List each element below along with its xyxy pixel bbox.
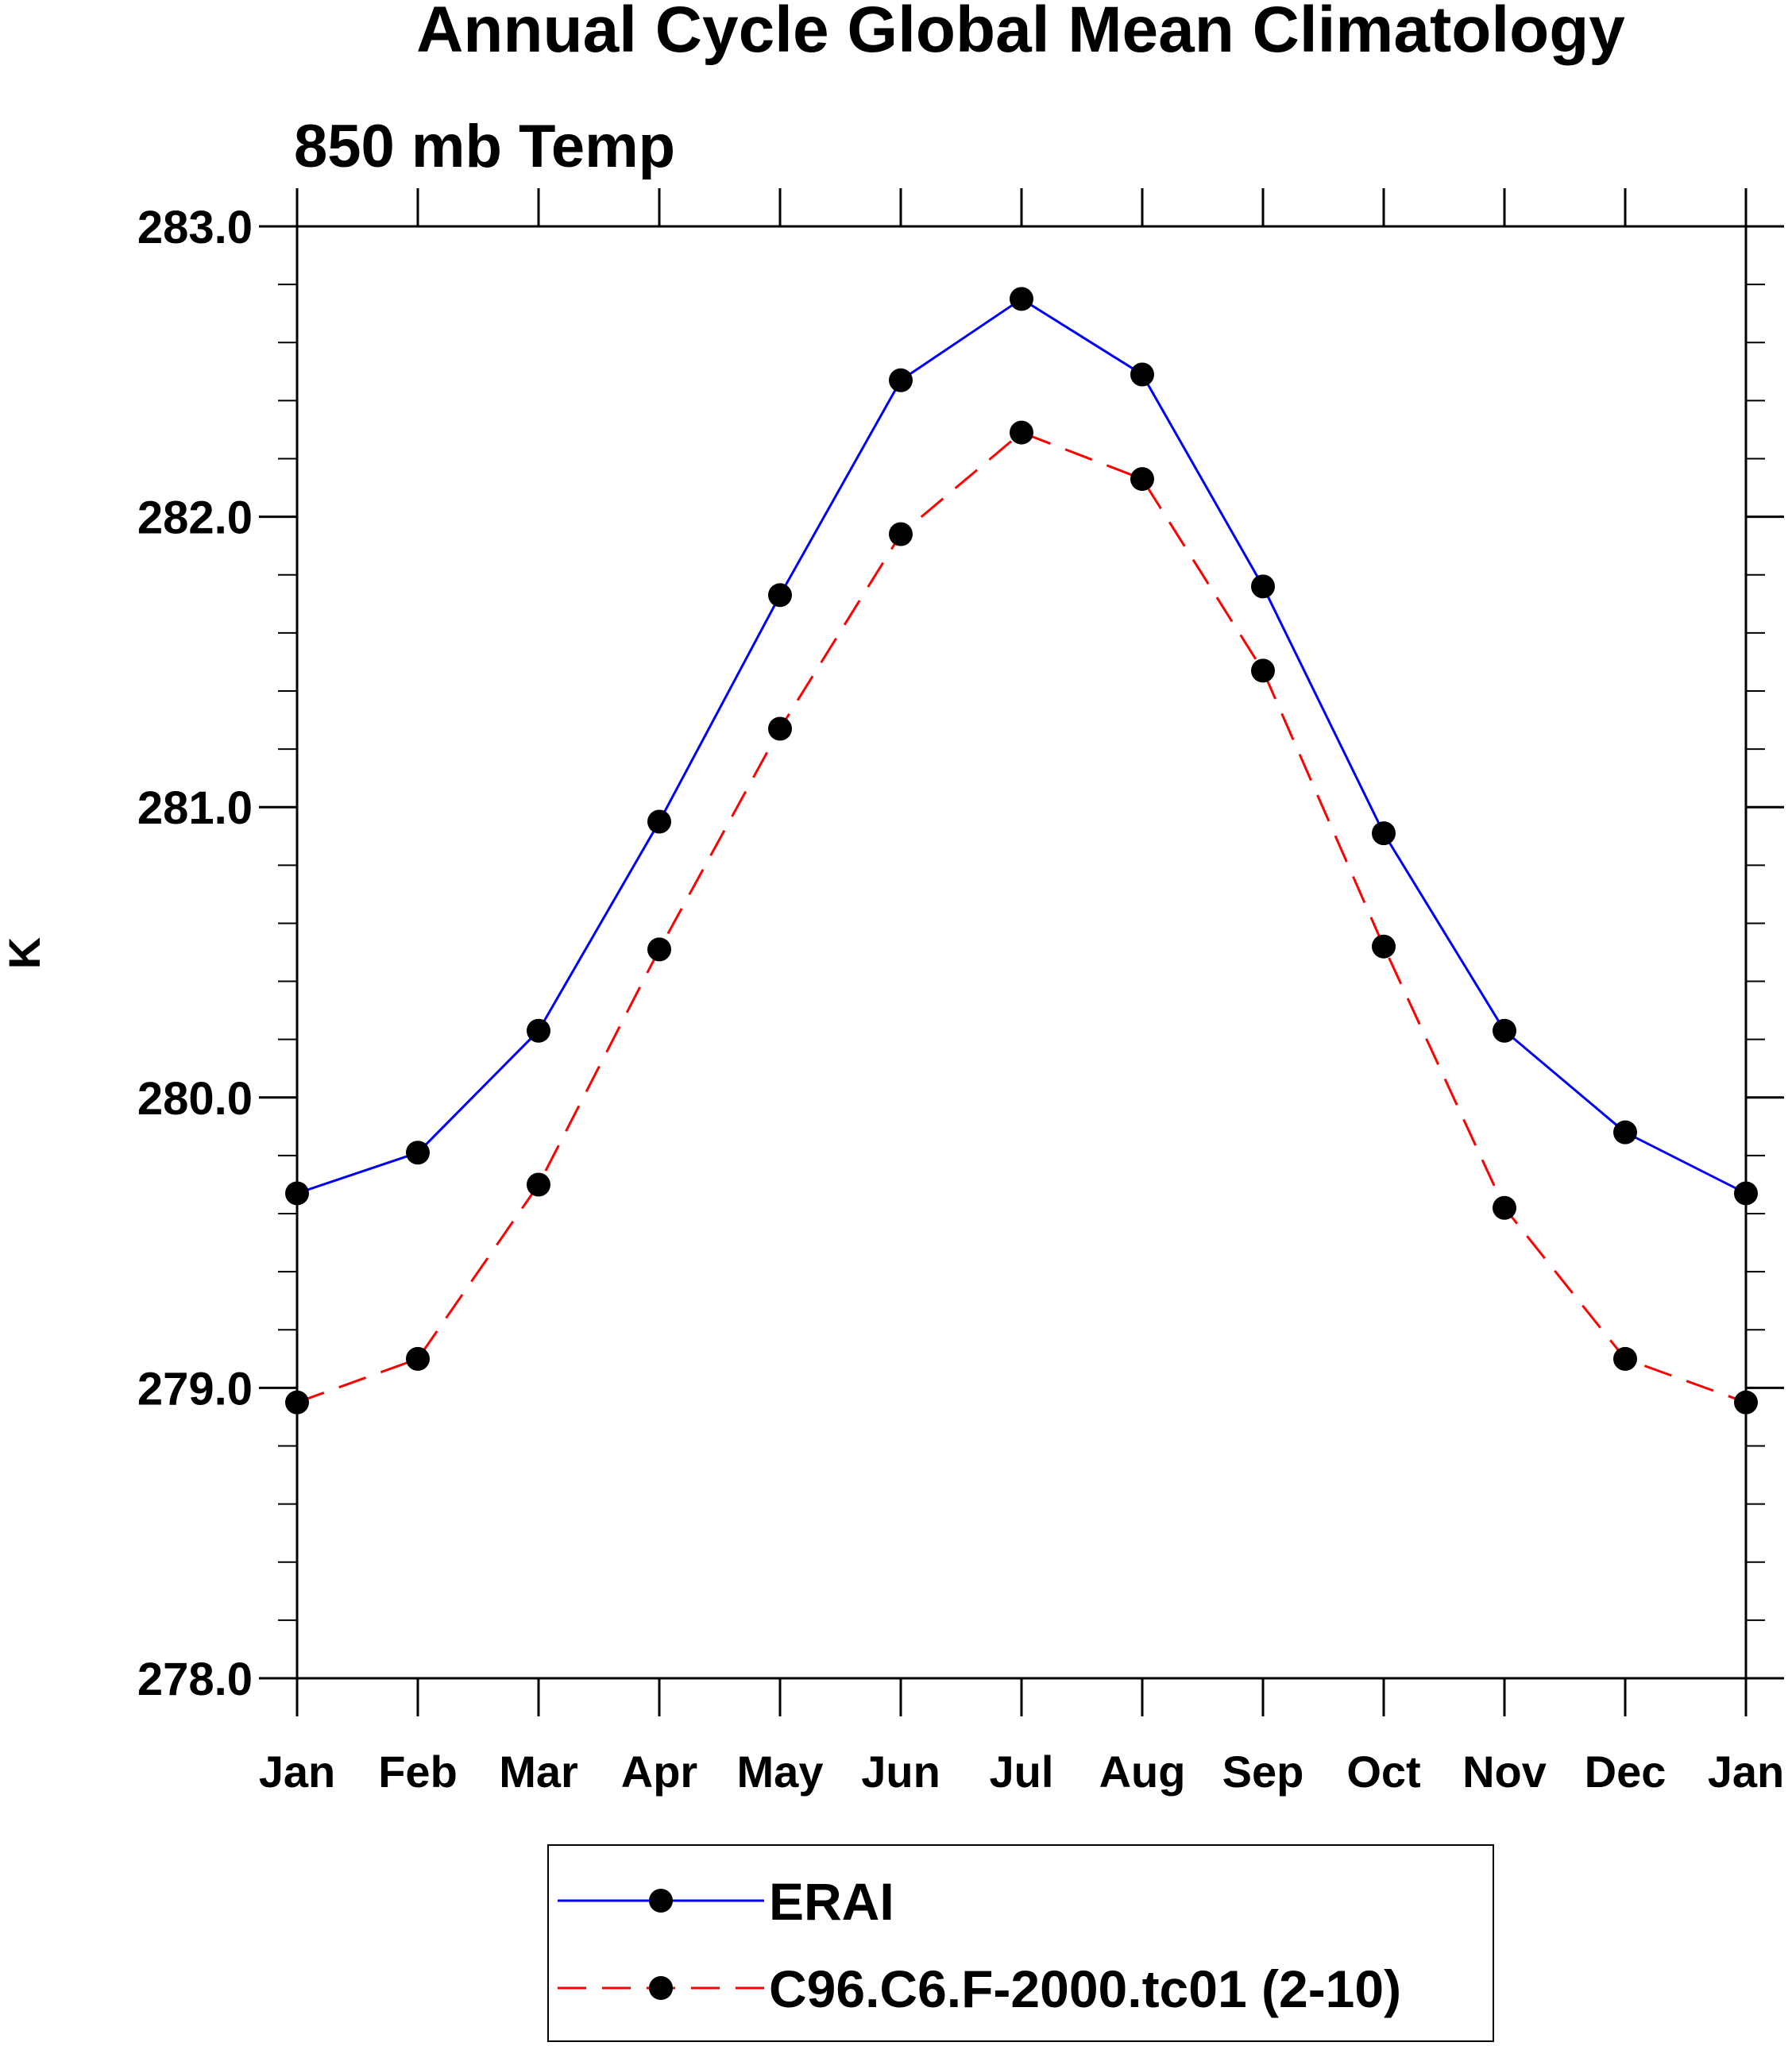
data-point [1613, 1346, 1637, 1371]
chart-subtitle: 850 mb Temp [294, 113, 675, 180]
data-point [1010, 287, 1033, 311]
data-point [285, 1390, 309, 1415]
legend-marker [649, 1889, 673, 1913]
data-point [889, 368, 913, 392]
legend-label: ERAI [769, 1872, 894, 1931]
data-point [1130, 362, 1154, 387]
x-tick-label: May [737, 1747, 824, 1797]
series-group [285, 287, 1758, 1415]
chart-title: Annual Cycle Global Mean Climatology [416, 0, 1625, 66]
y-tick-label: 279.0 [137, 1363, 253, 1415]
x-tick-label: Jan [259, 1747, 336, 1797]
data-point [1130, 467, 1154, 492]
axis-ticks: 278.0 279.0 280.0 281.0 282.0 283.0 Jan Feb Mar A… [137, 188, 1784, 1797]
legend-label: C96.C6.F-2000.tc01 (2-10) [769, 1959, 1401, 2018]
legend-marker [649, 1976, 673, 2000]
data-point [1734, 1390, 1758, 1415]
data-point [1493, 1018, 1516, 1043]
series-line [296, 430, 1747, 1404]
x-tick-label: Feb [378, 1747, 458, 1797]
data-point [768, 716, 792, 741]
y-tick-label: 281.0 [137, 782, 253, 834]
y-tick-label: 280.0 [137, 1073, 253, 1125]
data-point [1372, 821, 1396, 846]
x-tick-label: Apr [621, 1747, 697, 1797]
data-point [647, 937, 671, 962]
data-point [647, 809, 671, 834]
data-point [527, 1172, 550, 1197]
x-tick-label: Jun [861, 1747, 940, 1797]
data-point [889, 522, 913, 546]
data-point [1251, 574, 1275, 599]
x-tick-label: Jan [1708, 1747, 1785, 1797]
legend: ERAI C96.C6.F-2000.tc01 (2-10) [547, 1844, 1494, 2042]
x-tick-label: Nov [1462, 1747, 1547, 1797]
x-tick-label: Oct [1346, 1747, 1420, 1797]
data-point [768, 583, 792, 608]
data-point [406, 1346, 430, 1371]
data-point [1613, 1120, 1637, 1145]
y-tick-label: 282.0 [137, 492, 253, 544]
y-tick-label: 283.0 [137, 202, 253, 253]
data-point [1372, 934, 1396, 959]
data-point [406, 1141, 430, 1165]
y-tick-label: 278.0 [137, 1654, 253, 1705]
x-tick-label: Sep [1222, 1747, 1304, 1797]
data-point [527, 1018, 550, 1043]
series-1 [285, 287, 1758, 1206]
x-tick-label: Jul [990, 1747, 1054, 1797]
data-point [1251, 658, 1275, 683]
data-point [1493, 1195, 1516, 1220]
data-point [285, 1181, 309, 1206]
x-tick-label: Dec [1585, 1747, 1666, 1797]
legend-box [547, 1844, 1494, 2042]
x-tick-label: Mar [499, 1747, 578, 1797]
data-point [1734, 1181, 1758, 1206]
y-axis-label: K [0, 937, 49, 969]
series-2 [285, 420, 1758, 1415]
x-tick-label: Aug [1099, 1747, 1186, 1797]
data-point [1010, 420, 1033, 445]
